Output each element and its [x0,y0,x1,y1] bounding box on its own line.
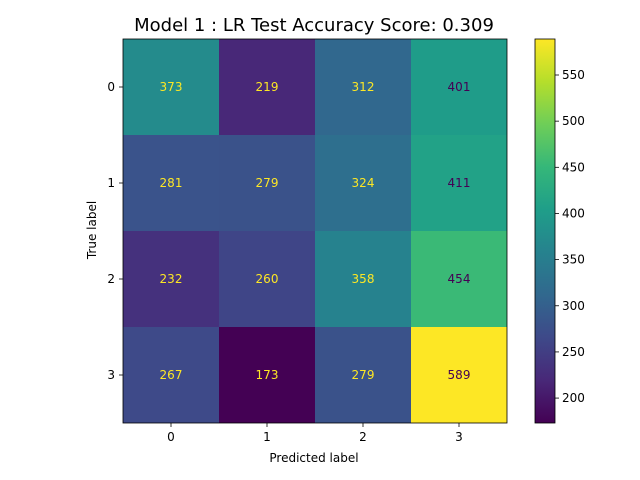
cell-value-label: 454 [448,272,471,286]
heatmap-cell [411,231,507,327]
cell-value-label: 279 [256,176,279,190]
heatmap-cell [123,39,219,135]
x-axis-ticks: 0 1 2 3 [167,423,463,444]
cell-value-label: 260 [256,272,279,286]
heatmap-cell [219,327,315,423]
cell-value-label: 279 [352,368,375,382]
cell-value-label: 219 [256,80,279,94]
cell-value-label: 401 [448,80,471,94]
colorbar-tick-label: 300 [562,299,585,313]
cell-value-label: 267 [160,368,183,382]
cell-value-label: 281 [160,176,183,190]
colorbar-tick-label: 350 [562,253,585,267]
colorbar-tick-label: 500 [562,114,585,128]
y-tick-label: 2 [107,272,115,286]
chart-title: Model 1 : LR Test Accuracy Score: 0.309 [134,15,494,36]
heatmap-cell [219,135,315,231]
heatmap-cell [411,39,507,135]
colorbar-tick-label: 250 [562,345,585,359]
y-tick-label: 3 [107,368,115,382]
cell-annotations: 373 219 312 401 281 279 324 411 232 260 358 454 267 1… [160,80,471,382]
heatmap-cell [411,327,507,423]
colorbar [534,38,556,424]
x-tick-label: 2 [359,430,367,444]
cell-value-label: 373 [160,80,183,94]
colorbar-tick-label: 450 [562,160,585,174]
y-axis-label: True label [85,201,99,260]
heatmap-cell [315,327,411,423]
heatmap-cell [123,327,219,423]
plot-frame [122,38,508,424]
colorbar-tick-label: 200 [562,391,585,405]
y-axis-ticks: 0 1 2 3 [107,80,123,382]
cell-value-label: 324 [352,176,375,190]
x-tick-label: 3 [455,430,463,444]
y-tick-label: 1 [107,176,115,190]
heatmap-cell [315,231,411,327]
cell-value-label: 173 [256,368,279,382]
cell-value-label: 358 [352,272,375,286]
x-axis-label: Predicted label [269,451,358,465]
y-tick-label: 0 [107,80,115,94]
cell-value-label: 411 [448,176,471,190]
x-tick-label: 1 [263,430,271,444]
heatmap-cell [123,135,219,231]
colorbar-tick-label: 400 [562,206,585,220]
heatmap-cells [123,39,507,423]
heatmap-cell [219,39,315,135]
colorbar-tick-label: 550 [562,68,585,82]
heatmap-cell [315,39,411,135]
cell-value-label: 312 [352,80,375,94]
heatmap-cell [123,231,219,327]
x-tick-label: 0 [167,430,175,444]
heatmap-cell [219,231,315,327]
heatmap-cell [315,135,411,231]
heatmap-cell [411,135,507,231]
cell-value-label: 232 [160,272,183,286]
colorbar-ticks: 200 250 300 350 400 450 500 550 [555,68,585,405]
cell-value-label: 589 [448,368,471,382]
